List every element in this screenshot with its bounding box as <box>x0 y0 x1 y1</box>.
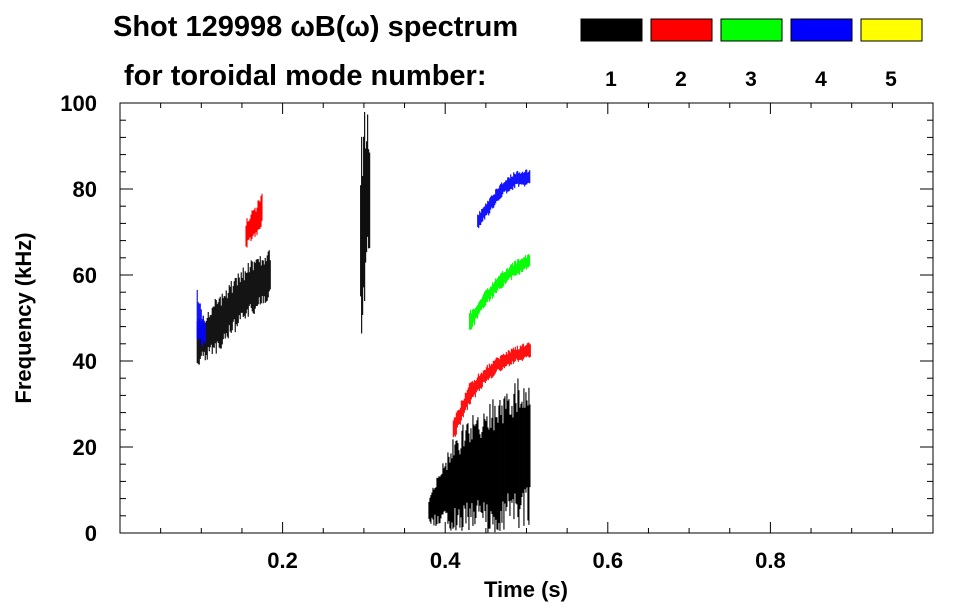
legend-swatch-5 <box>860 18 923 42</box>
y-tick-label: 20 <box>73 435 97 460</box>
legend-label-5: 5 <box>885 68 897 91</box>
x-axis-title: Time (s) <box>484 577 568 602</box>
series-4-region-2 <box>477 169 531 229</box>
legend-label-1: 1 <box>605 68 617 91</box>
x-tick-label: 0.6 <box>593 548 624 573</box>
axis-ticks: 0.2 0.4 0.6 0.8 0 20 40 60 80 100 <box>60 91 933 573</box>
x-tick-label: 0.4 <box>430 548 461 573</box>
series-2 <box>245 193 531 438</box>
y-tick-label: 0 <box>85 521 97 546</box>
series-4-region-1 <box>196 289 206 347</box>
legend-swatch-4 <box>790 18 853 42</box>
legend-label-2: 2 <box>675 68 687 91</box>
series-2-region-2 <box>452 342 531 438</box>
legend-swatch-1 <box>580 18 643 42</box>
series-2-region-1 <box>245 193 263 248</box>
legend-label-3: 3 <box>745 68 757 91</box>
legend-swatch-3 <box>720 18 783 42</box>
y-tick-label: 100 <box>60 91 97 116</box>
legend: 1 2 3 4 5 <box>580 18 923 91</box>
series-1-region-1 <box>196 250 271 365</box>
spectrum-data <box>196 112 531 533</box>
chart-subtitle: for toroidal mode number: <box>124 60 487 92</box>
y-axis-title: Frequency (kHz) <box>11 232 36 403</box>
x-tick-label: 0.8 <box>755 548 786 573</box>
series-3-region-1 <box>469 254 531 330</box>
legend-swatch-2 <box>650 18 713 42</box>
series-4 <box>196 169 531 347</box>
series-1-region-2 <box>360 112 371 334</box>
legend-label-4: 4 <box>815 68 827 91</box>
y-tick-label: 60 <box>73 263 97 288</box>
series-1-region-3 <box>428 378 531 533</box>
y-tick-label: 40 <box>73 349 97 374</box>
x-tick-label: 0.2 <box>267 548 298 573</box>
y-tick-label: 80 <box>73 177 97 202</box>
chart-title: Shot 129998 ωB(ω) spectrum <box>113 11 518 43</box>
series-1 <box>196 112 531 533</box>
series-3 <box>469 254 531 330</box>
